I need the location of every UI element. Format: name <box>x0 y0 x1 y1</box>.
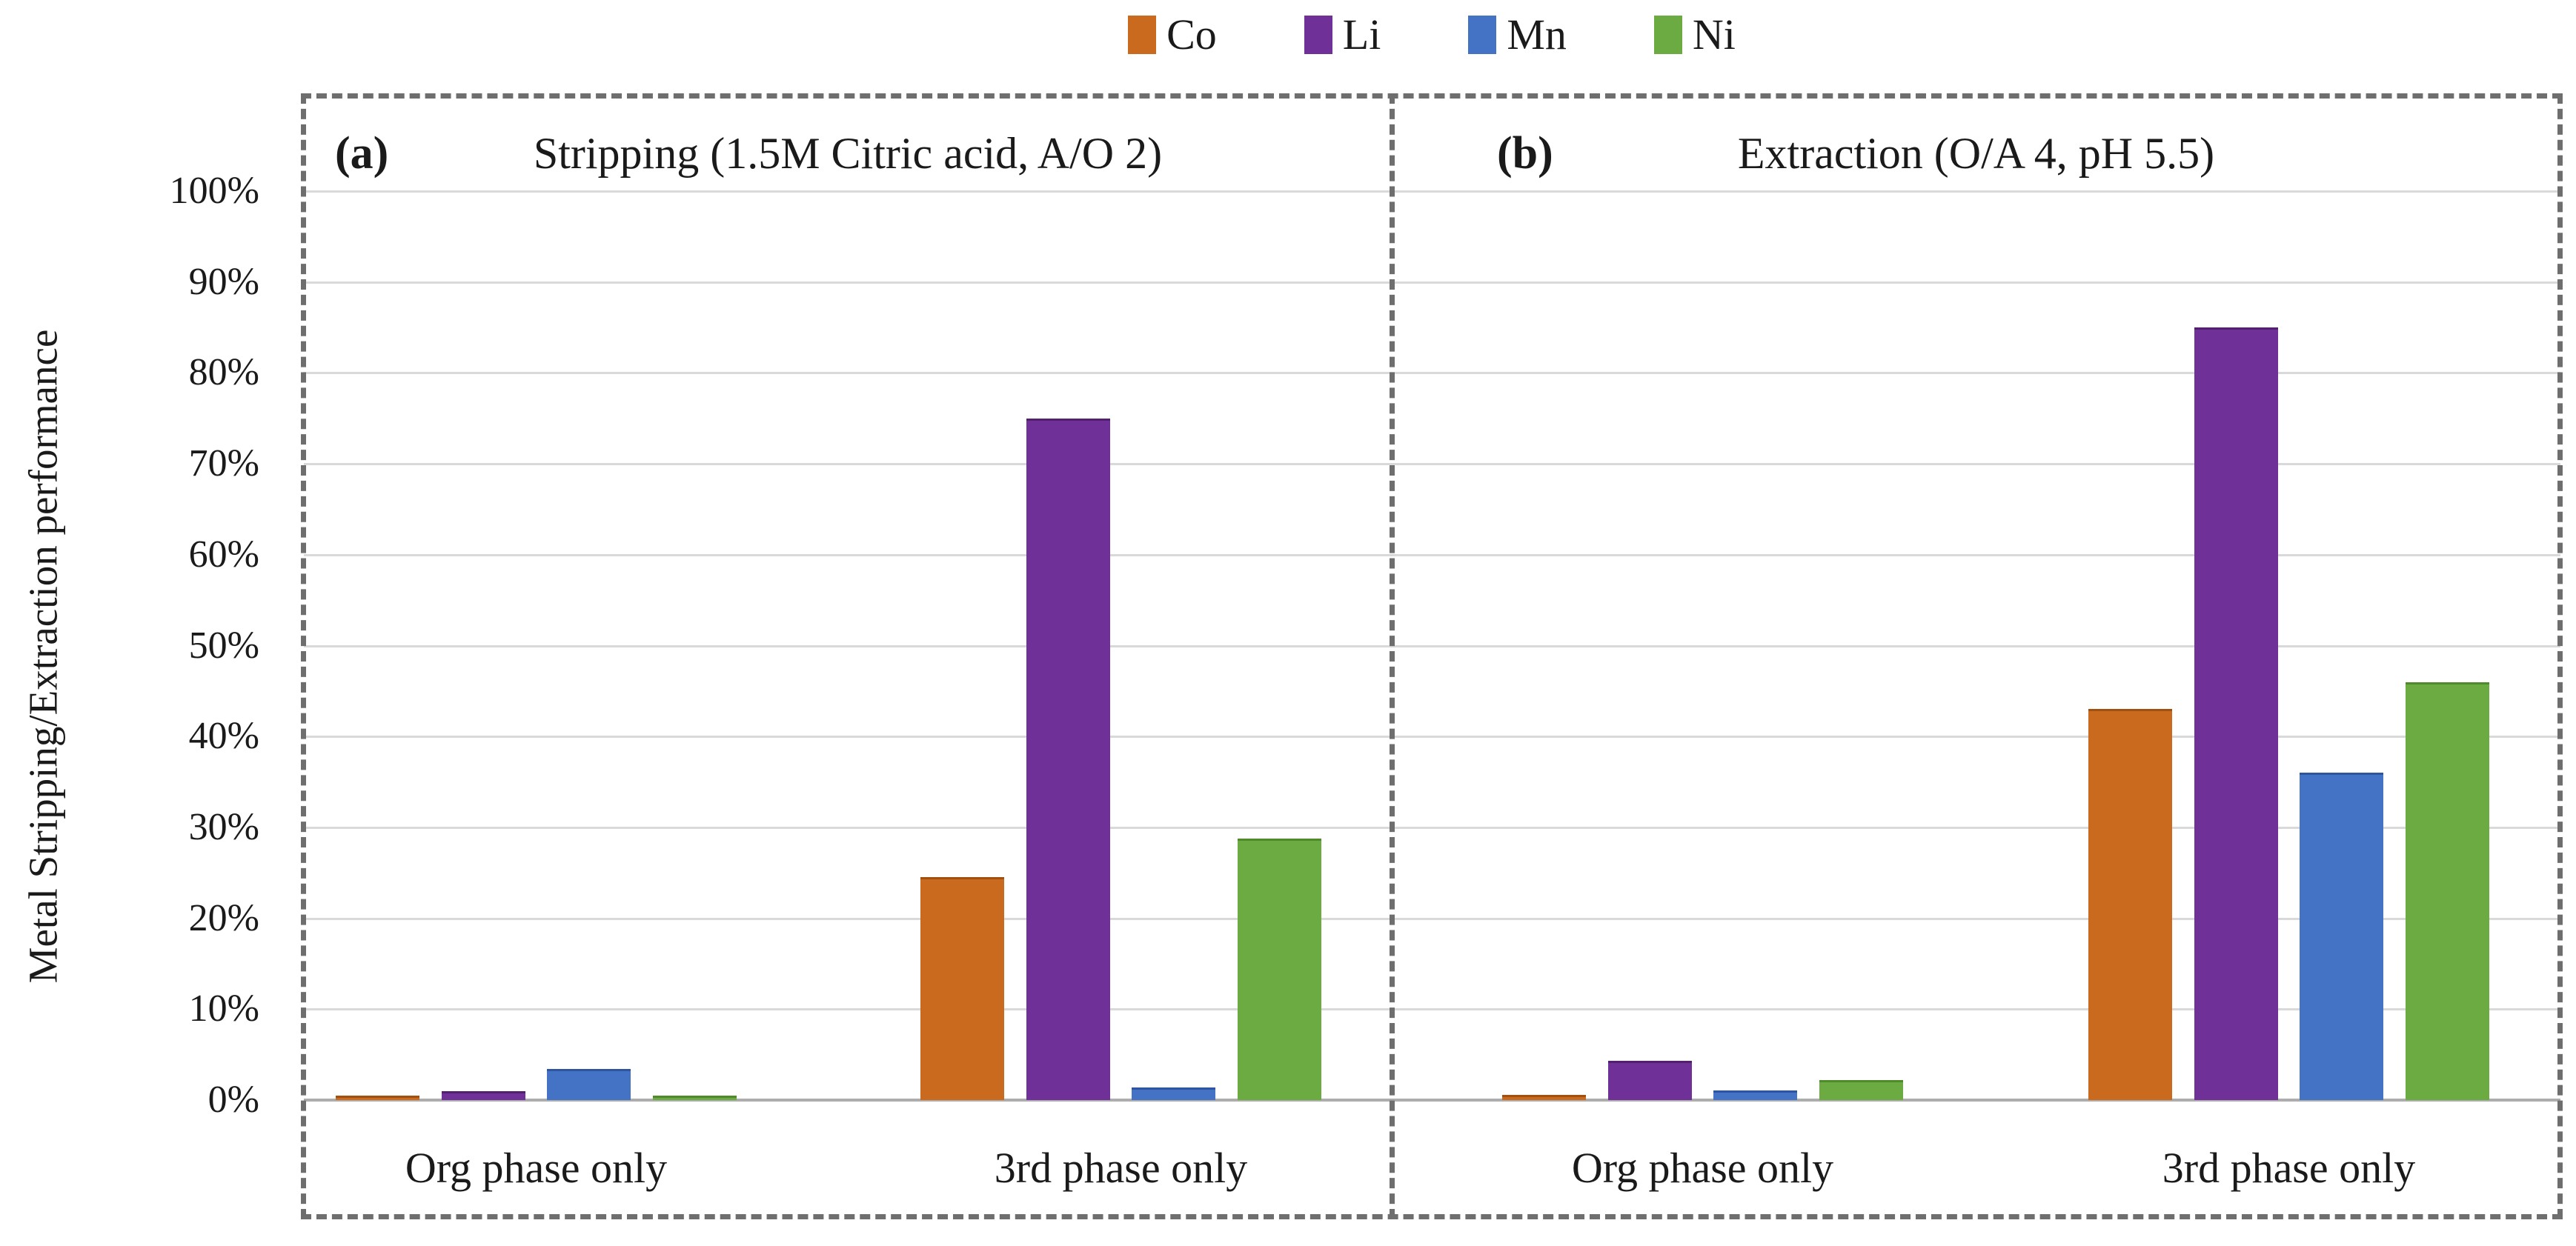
category-label: 3rd phase only <box>994 1144 1248 1192</box>
bar-li <box>2194 327 2278 1100</box>
legend-swatch-icon <box>1304 16 1332 54</box>
panel-marker-a: (a) <box>335 128 389 179</box>
y-tick-label: 50% <box>188 624 259 667</box>
y-tick-label: 80% <box>188 351 259 393</box>
bar-li <box>1026 419 1110 1100</box>
y-tick-label: 70% <box>188 442 259 484</box>
gridline <box>304 554 2560 556</box>
panel-marker-b: (b) <box>1497 128 1553 179</box>
bar-co <box>920 877 1004 1100</box>
gridline <box>304 372 2560 374</box>
legend-item-co: Co <box>1128 13 1217 56</box>
bar-mn <box>2300 773 2383 1100</box>
gridline <box>304 827 2560 829</box>
legend-swatch-icon <box>1653 16 1682 54</box>
y-tick-label: 60% <box>188 533 259 576</box>
gridline <box>304 1008 2560 1010</box>
panel-title: Extraction (O/A 4, pH 5.5) <box>1737 129 2215 178</box>
bar-mn <box>1713 1090 1797 1100</box>
category-label: 3rd phase only <box>2162 1144 2416 1192</box>
legend-item-mn: Mn <box>1468 13 1567 56</box>
y-tick-label: 40% <box>188 715 259 757</box>
y-tick-label: 100% <box>169 170 259 212</box>
legend-swatch-icon <box>1468 16 1497 54</box>
gridline <box>304 463 2560 465</box>
panel-title: Stripping (1.5M Citric acid, A/O 2) <box>533 129 1163 178</box>
legend: Co Li Mn Ni <box>301 6 2563 64</box>
bar-co <box>336 1096 419 1100</box>
bar-li <box>1608 1061 1692 1100</box>
bar-co <box>2088 709 2172 1100</box>
gridline <box>304 918 2560 920</box>
y-tick-label: 0% <box>208 1079 259 1121</box>
y-tick-label: 20% <box>188 897 259 939</box>
bar-ni <box>2406 682 2489 1100</box>
y-tick-label: 30% <box>188 806 259 848</box>
y-tick-label: 10% <box>188 987 259 1030</box>
legend-item-label: Mn <box>1507 10 1567 59</box>
legend-item-label: Co <box>1166 10 1217 59</box>
gridline <box>304 736 2560 738</box>
gridline <box>304 645 2560 647</box>
legend-swatch-icon <box>1128 16 1157 54</box>
bar-mn <box>1132 1087 1215 1100</box>
y-tick-label: 90% <box>188 261 259 303</box>
category-label: Org phase only <box>1571 1144 1834 1192</box>
panel-divider-dashed-line <box>1390 93 1395 1219</box>
gridline <box>304 281 2560 284</box>
legend-item-li: Li <box>1304 13 1381 56</box>
bar-ni <box>1238 839 1321 1100</box>
legend-item-ni: Ni <box>1653 10 1736 59</box>
legend-item-label: Li <box>1342 10 1381 59</box>
legend-item-label: Ni <box>1692 10 1736 59</box>
category-label: Org phase only <box>405 1144 668 1192</box>
bar-ni <box>1819 1080 1903 1100</box>
bar-co <box>1502 1095 1586 1100</box>
gridline <box>304 190 2560 193</box>
bar-ni <box>653 1096 737 1100</box>
bar-mn <box>547 1069 631 1100</box>
bar-li <box>442 1091 525 1100</box>
x-axis-line <box>304 1099 2560 1102</box>
